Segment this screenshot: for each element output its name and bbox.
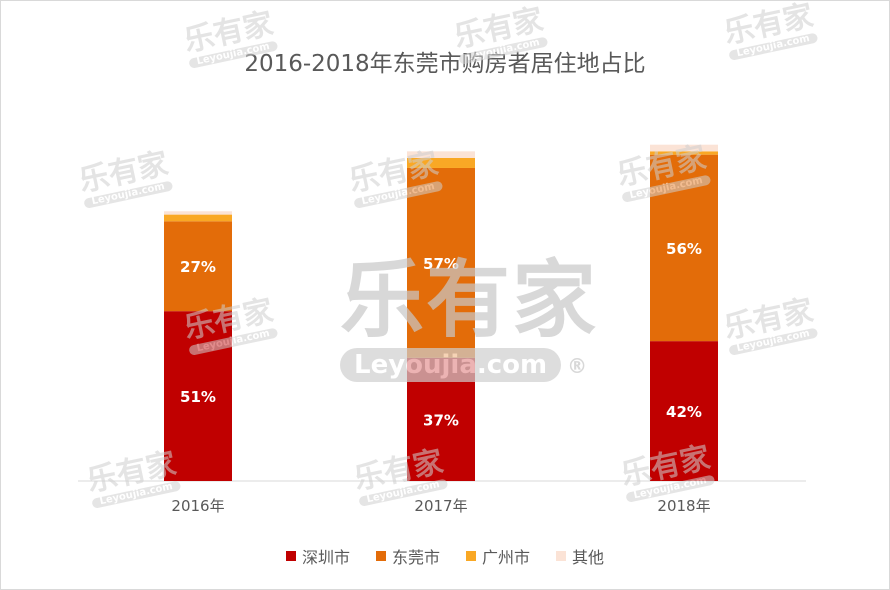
bar-guangzhou-1 (164, 214, 232, 222)
legend-swatch-guangzhou (466, 551, 476, 561)
bar-dongguan-2 (407, 167, 475, 358)
legend-swatch-shenzhen (285, 551, 296, 561)
data-label-shenzhen-2: 37% (423, 411, 459, 429)
legend-item-dongguan: 东莞市 (375, 544, 440, 568)
legend-item-guangzhou: 广州市 (466, 544, 530, 568)
legend-swatch-dongguan (375, 551, 386, 561)
bar-dongguan-1 (164, 221, 232, 312)
data-label-dongguan-3: 56% (666, 240, 702, 258)
x-tick-label-2: 2017年 (414, 497, 467, 515)
data-label-shenzhen-1: 51% (180, 388, 216, 406)
bar-other-1 (164, 211, 232, 215)
data-label-shenzhen-3: 42% (666, 403, 702, 421)
chart-title: 2016-2018年东莞市购房者居住地占比 (244, 51, 646, 77)
legend-item-other: 其他 (556, 544, 604, 568)
legend-label-shenzhen: 深圳市 (301, 548, 350, 567)
x-tick-label-1: 2016年 (171, 497, 224, 515)
legend: 深圳市 东莞市 广州市 其他 (0, 544, 890, 568)
data-label-dongguan-1: 27% (180, 258, 216, 276)
bar-shenzhen-3 (650, 341, 718, 481)
bar-guangzhou-2 (407, 157, 475, 168)
legend-item-shenzhen: 深圳市 (285, 544, 350, 568)
legend-label-other: 其他 (572, 548, 605, 567)
x-tick-label-3: 2018年 (657, 497, 710, 515)
legend-label-dongguan: 东莞市 (391, 548, 440, 567)
bar-other-2 (407, 151, 475, 158)
data-label-dongguan-2: 57% (423, 255, 459, 273)
legend-label-guangzhou: 广州市 (482, 548, 531, 567)
bar-other-3 (650, 144, 718, 152)
bar-guangzhou-3 (650, 151, 718, 155)
legend-swatch-other (556, 551, 567, 561)
